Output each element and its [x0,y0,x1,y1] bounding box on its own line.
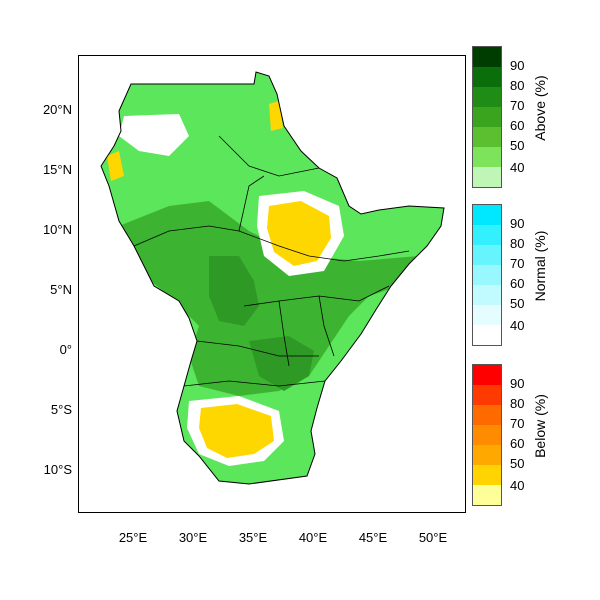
legend-below-tick-50: 50 [510,456,525,471]
legend-normal-swatch-7 [473,325,501,345]
lat-label-20n: 20°N [42,102,72,117]
lat-label-5s: 5°S [50,402,72,417]
lon-label-35e: 35°E [238,530,268,545]
legend-below-title: Below (%) [532,394,548,458]
legend-below-tick-80: 80 [510,396,525,411]
legend-below-colorbar [472,364,502,506]
lat-label-10s: 10°S [43,462,72,477]
legend-below-tick-40: 40 [510,478,525,493]
legend-normal-tick-80: 80 [510,236,525,251]
legend-below-tick-70: 70 [510,416,525,431]
legend-normal-tick-70: 70 [510,256,525,271]
lat-label-10n: 10°N [42,222,72,237]
legend-above-title: Above (%) [532,75,548,141]
legend-normal-title: Normal (%) [532,230,548,302]
legend-above-tick-70: 70 [510,98,525,113]
legend-above-swatch-2 [473,67,501,87]
legend-below-tick-90: 90 [510,376,525,391]
legend-above-tick-40: 40 [510,160,525,175]
legend-below-swatch-3 [473,405,501,425]
legend-above-swatch-4 [473,107,501,127]
lat-label-15n: 15°N [42,162,72,177]
lon-label-45e: 45°E [358,530,388,545]
legend-above-tick-60: 60 [510,118,525,133]
above-60-region [209,256,259,326]
country-borders [133,135,410,387]
legend-above-swatch-3 [473,87,501,107]
above-60-region-south [249,336,314,391]
legend-above-swatch-5 [473,127,501,147]
legend-below-tick-60: 60 [510,436,525,451]
below-40-south [199,404,274,458]
legend-normal-colorbar [472,204,502,346]
legend-normal-swatch-5 [473,285,501,305]
below-40-north-east [269,101,283,131]
lon-label-25e: 25°E [118,530,148,545]
legend-normal-swatch-2 [473,225,501,245]
lon-label-30e: 30°E [178,530,208,545]
legend-above-swatch-1 [473,47,501,67]
legend-below-swatch-7 [473,485,501,505]
legend-normal-tick-90: 90 [510,216,525,231]
lat-label-5n: 5°N [50,282,72,297]
land-outline [100,71,445,485]
legend-normal-tick-50: 50 [510,296,525,311]
legend-normal-swatch-3 [473,245,501,265]
legend-below-swatch-5 [473,445,501,465]
legend-above-colorbar [472,46,502,188]
lat-label-0: 0° [59,342,72,357]
legend-normal-tick-60: 60 [510,276,525,291]
lon-label-40e: 40°E [298,530,328,545]
white-patch-north [119,114,189,156]
forecast-map [100,71,445,485]
legend-normal-swatch-6 [473,305,501,325]
legend-normal-swatch-4 [473,265,501,285]
legend-below-swatch-1 [473,365,501,385]
below-40-ethiopia [267,201,331,266]
legend-below-swatch-2 [473,385,501,405]
legend-above-tick-50: 50 [510,138,525,153]
legend-above-swatch-6 [473,147,501,167]
legend-above-tick-90: 90 [510,58,525,73]
legend-below-swatch-4 [473,425,501,445]
legend-normal-tick-40: 40 [510,318,525,333]
lon-label-50e: 50°E [418,530,448,545]
below-40-west [107,151,124,181]
legend-below-swatch-6 [473,465,501,485]
legend-above-swatch-7 [473,167,501,187]
legend-normal-swatch-1 [473,205,501,225]
map-frame [78,55,466,513]
legend-above-tick-80: 80 [510,78,525,93]
